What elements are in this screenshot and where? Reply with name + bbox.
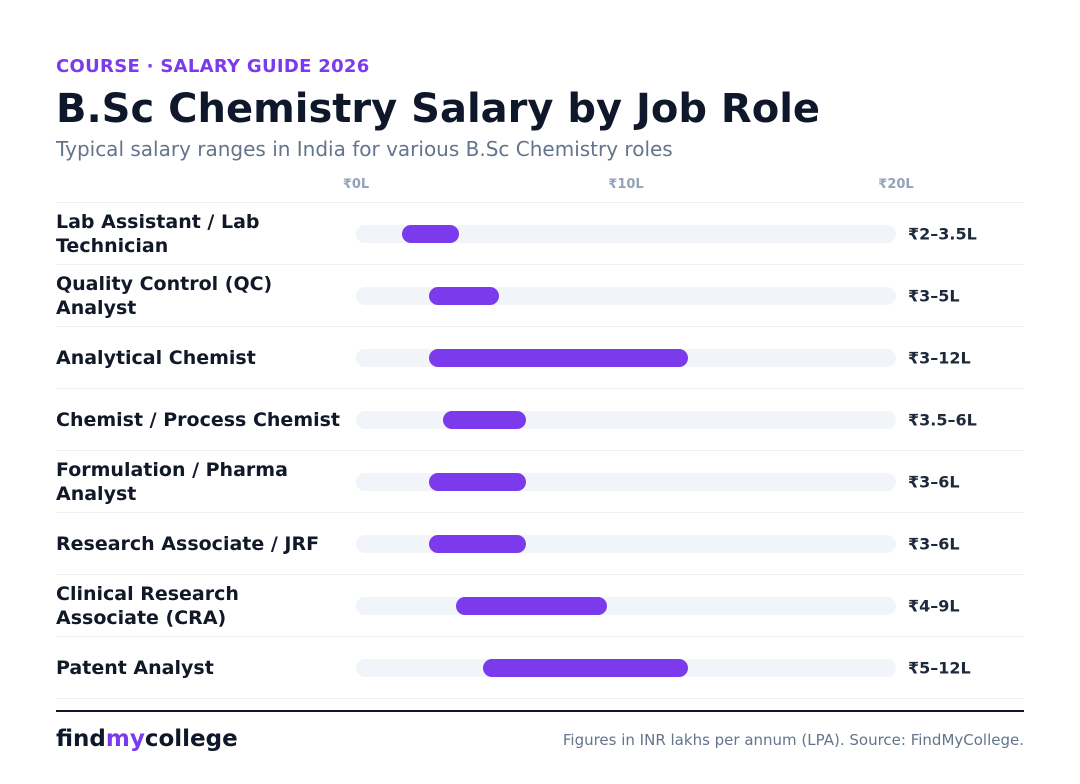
salary-range-bar [429, 286, 499, 305]
range-value-label: ₹4–9L [908, 596, 960, 615]
salary-row: Clinical Research Associate (CRA) ₹4–9L [56, 575, 1024, 637]
salary-row: Quality Control (QC) Analyst ₹3–5L [56, 265, 1024, 327]
range-value-label: ₹3.5–6L [908, 410, 977, 429]
logo-text-find: find [56, 726, 106, 752]
range-value-label: ₹2–3.5L [908, 224, 977, 243]
salary-row: Formulation / Pharma Analyst ₹3–6L [56, 451, 1024, 513]
logo-text-my: my [105, 726, 145, 752]
axis-top-divider [56, 202, 1024, 203]
eyebrow-label: COURSE · SALARY GUIDE 2026 [56, 56, 370, 77]
range-track [356, 348, 896, 367]
range-value-label: ₹3–6L [908, 534, 960, 553]
salary-range-bar [429, 472, 526, 491]
role-label: Chemist / Process Chemist [56, 408, 341, 431]
role-label: Analytical Chemist [56, 346, 256, 369]
role-label: Quality Control (QC) Analyst [56, 272, 273, 319]
role-label: Lab Assistant / Lab Technician [56, 210, 260, 257]
source-note: Figures in INR lakhs per annum (LPA). So… [562, 731, 1024, 749]
salary-range-bar [442, 410, 526, 429]
range-track [356, 286, 896, 305]
range-value-label: ₹3–5L [908, 286, 960, 305]
footer-divider [56, 710, 1024, 712]
salary-range-bar [429, 348, 688, 367]
range-track [356, 472, 896, 491]
salary-row: Research Associate / JRF ₹3–6L [56, 513, 1024, 575]
role-label: Formulation / Pharma Analyst [56, 458, 288, 505]
brand-logo: findmycollege [56, 726, 238, 752]
salary-range-bar [456, 596, 607, 615]
salary-rows: Lab Assistant / Lab Technician ₹2–3.5L Qua… [56, 203, 1024, 699]
salary-range-bar [402, 224, 459, 243]
salary-row: Lab Assistant / Lab Technician ₹2–3.5L [56, 203, 1024, 265]
range-track [356, 410, 896, 429]
range-value-label: ₹3–12L [908, 348, 971, 367]
salary-range-bar [429, 534, 526, 553]
role-label: Research Associate / JRF [56, 532, 320, 555]
salary-row: Chemist / Process Chemist ₹3.5–6L [56, 389, 1024, 451]
salary-row: Analytical Chemist ₹3–12L [56, 327, 1024, 389]
x-tick-label: ₹10L [608, 177, 644, 192]
chart-subtitle: Typical salary ranges in India for vario… [56, 137, 673, 161]
role-label: Patent Analyst [56, 656, 214, 679]
range-track [356, 596, 896, 615]
salary-range-bar [483, 658, 688, 677]
range-track [356, 224, 896, 243]
salary-row: Patent Analyst ₹5–12L [56, 637, 1024, 699]
logo-text-college: college [144, 726, 238, 752]
x-tick-label: ₹20L [878, 177, 914, 192]
role-label: Clinical Research Associate (CRA) [56, 582, 239, 629]
chart-title: B.Sc Chemistry Salary by Job Role [56, 86, 821, 132]
range-value-label: ₹5–12L [908, 658, 971, 677]
range-value-label: ₹3–6L [908, 472, 960, 491]
range-track [356, 534, 896, 553]
range-track [356, 658, 896, 677]
x-tick-label: ₹0L [342, 177, 370, 192]
